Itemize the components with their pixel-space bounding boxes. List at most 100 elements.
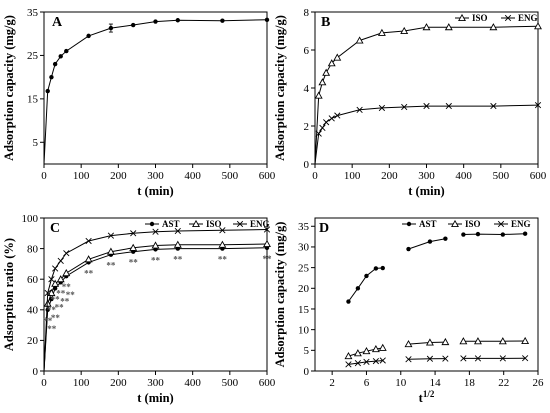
data-point bbox=[131, 22, 136, 28]
plot-frame bbox=[314, 11, 539, 165]
y-tick-label: 100 bbox=[22, 213, 39, 225]
chart-panel-d: D2 6 10 14 18 22 2605101520253035t1/2Adsorptio… bbox=[273, 217, 545, 405]
significance-mark: ** bbox=[51, 313, 61, 323]
series-eng bbox=[345, 355, 529, 368]
data-point bbox=[441, 337, 450, 346]
data-point bbox=[378, 104, 386, 112]
legend-marker bbox=[458, 13, 466, 22]
data-point bbox=[318, 78, 327, 86]
legend-marker bbox=[497, 220, 505, 228]
data-point bbox=[522, 231, 528, 236]
significance-mark: ** bbox=[263, 254, 273, 264]
data-point bbox=[354, 360, 362, 367]
significance-mark: ** bbox=[106, 261, 116, 271]
data-point bbox=[315, 130, 322, 137]
data-point bbox=[47, 288, 56, 296]
data-point bbox=[460, 355, 467, 362]
legend-label: ISO bbox=[472, 13, 488, 23]
x-tick-label: 500 bbox=[222, 170, 239, 182]
data-point bbox=[356, 106, 363, 113]
y-tick-label: 40 bbox=[27, 305, 39, 317]
data-point bbox=[423, 102, 430, 110]
y-tick-label: 15 bbox=[27, 94, 39, 106]
data-point bbox=[64, 48, 69, 54]
data-point bbox=[152, 228, 159, 235]
data-point bbox=[107, 232, 115, 239]
y-tick-label: 5 bbox=[304, 345, 310, 357]
significance-mark: ** bbox=[218, 255, 228, 265]
y-tick-label: 0 bbox=[304, 159, 310, 171]
x-tick-label: 10 bbox=[395, 377, 407, 389]
significance-mark: ** bbox=[55, 302, 65, 312]
y-axis-title: Adsorption capacity (mg/g) bbox=[273, 222, 287, 368]
y-tick-label: 60 bbox=[27, 274, 39, 286]
x-tick-label: 300 bbox=[147, 170, 164, 182]
plot-frame bbox=[43, 11, 268, 165]
data-point bbox=[498, 337, 507, 345]
legend: AST ISO ENG bbox=[145, 219, 270, 229]
data-point bbox=[379, 357, 386, 364]
data-point bbox=[364, 273, 369, 279]
x-tick-label: 200 bbox=[381, 170, 398, 182]
data-point bbox=[444, 23, 453, 31]
data-point bbox=[377, 28, 386, 36]
chart-panel-a: A 0 100 200 300 400 500 600 5 15 25 35 t (min) Adsorp… bbox=[2, 7, 276, 198]
data-point bbox=[44, 289, 51, 297]
data-point bbox=[500, 232, 506, 237]
data-point bbox=[52, 265, 59, 272]
series-main bbox=[43, 17, 270, 165]
data-point bbox=[400, 26, 409, 35]
data-point bbox=[263, 226, 271, 233]
x-tick-label: 400 bbox=[455, 170, 472, 182]
significance-mark: ** bbox=[51, 294, 61, 304]
data-point bbox=[56, 275, 65, 283]
legend-marker bbox=[504, 14, 512, 22]
data-point bbox=[218, 240, 227, 248]
x-axis-title-superscript: 1/2 bbox=[423, 389, 435, 399]
significance-mark: ** bbox=[56, 288, 66, 298]
data-point bbox=[219, 227, 226, 234]
x-tick-label: 0 bbox=[41, 170, 47, 182]
y-tick-label: 6 bbox=[304, 45, 310, 57]
legend-label: AST bbox=[419, 219, 437, 229]
series-line bbox=[463, 233, 526, 236]
data-point bbox=[333, 53, 342, 61]
data-point bbox=[174, 227, 181, 235]
x-tick-label: 600 bbox=[259, 377, 276, 389]
data-point bbox=[490, 102, 497, 110]
x-tick-label: 200 bbox=[110, 170, 127, 182]
data-point bbox=[328, 115, 335, 122]
x-tick-label: 2 bbox=[329, 377, 335, 389]
data-point bbox=[445, 102, 452, 110]
x-tick-label: 200 bbox=[110, 377, 127, 389]
panel-letter: C bbox=[50, 221, 60, 236]
y-tick-label: 0 bbox=[304, 366, 310, 378]
data-point bbox=[58, 54, 63, 59]
x-tick-label: 18 bbox=[464, 377, 476, 389]
data-point bbox=[49, 296, 54, 302]
data-point bbox=[489, 23, 498, 31]
y-tick-label: 25 bbox=[27, 50, 39, 62]
data-point bbox=[427, 239, 433, 244]
y-tick-label: 10 bbox=[298, 324, 310, 336]
x-axis-title: t (min) bbox=[408, 184, 444, 198]
x-tick-label: 26 bbox=[533, 377, 545, 389]
series-line bbox=[408, 238, 446, 250]
data-point bbox=[173, 240, 182, 248]
y-tick-label: 4 bbox=[304, 83, 310, 95]
data-point bbox=[371, 344, 380, 353]
y-tick-label: 0 bbox=[33, 366, 39, 378]
legend-label: ENG bbox=[250, 219, 270, 229]
data-point bbox=[534, 22, 542, 30]
y-tick-label: 80 bbox=[27, 243, 39, 255]
panel-letter: B bbox=[321, 15, 330, 30]
significance-mark: ** bbox=[84, 268, 94, 278]
series-ast bbox=[346, 231, 528, 304]
data-point bbox=[473, 337, 482, 345]
y-tick-label: 8 bbox=[304, 7, 310, 19]
data-point bbox=[345, 361, 352, 368]
x-tick-label: 600 bbox=[259, 170, 276, 182]
data-point bbox=[499, 355, 506, 362]
significance-mark: ** bbox=[151, 255, 161, 265]
